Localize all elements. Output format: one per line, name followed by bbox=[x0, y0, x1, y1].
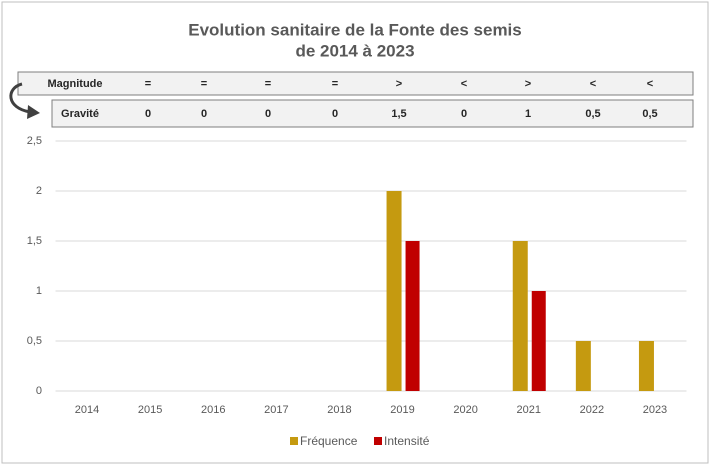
table-cell: 0 bbox=[145, 108, 151, 120]
x-tick-label: 2023 bbox=[643, 404, 667, 416]
table-cell: = bbox=[265, 78, 271, 90]
bar bbox=[405, 241, 420, 391]
y-tick-label: 1,5 bbox=[27, 235, 42, 247]
bar bbox=[575, 341, 591, 391]
x-tick-label: 2019 bbox=[390, 404, 414, 416]
table-cell: < bbox=[647, 78, 653, 90]
y-tick-label: 2 bbox=[36, 185, 42, 197]
table-cell: = bbox=[201, 78, 207, 90]
x-tick-label: 2017 bbox=[264, 404, 288, 416]
bar bbox=[512, 241, 528, 391]
row-label: Gravité bbox=[61, 108, 99, 120]
table-cell: < bbox=[590, 78, 596, 90]
x-tick-label: 2015 bbox=[138, 404, 162, 416]
table-cell: > bbox=[396, 78, 402, 90]
table-cell: = bbox=[332, 78, 338, 90]
x-tick-label: 2021 bbox=[517, 404, 541, 416]
arrow-icon bbox=[9, 82, 31, 114]
table-cell: 0 bbox=[201, 108, 207, 120]
chart-title: Evolution sanitaire de la Fonte des semi… bbox=[188, 20, 521, 39]
y-tick-label: 0 bbox=[36, 385, 42, 397]
y-tick-label: 0,5 bbox=[27, 335, 42, 347]
table-cell: 1 bbox=[525, 108, 531, 120]
x-tick-label: 2016 bbox=[201, 404, 225, 416]
table-cell: 1,5 bbox=[391, 108, 406, 120]
row-label: Magnitude bbox=[48, 78, 103, 90]
table-row-box bbox=[51, 99, 694, 128]
x-tick-label: 2022 bbox=[580, 404, 604, 416]
x-tick-label: 2014 bbox=[75, 404, 99, 416]
bar bbox=[531, 291, 546, 391]
table-cell: 0 bbox=[461, 108, 467, 120]
chart-title: de 2014 à 2023 bbox=[295, 41, 414, 60]
table-cell: < bbox=[461, 78, 467, 90]
arrow-head bbox=[27, 105, 40, 119]
table-cell: 0,5 bbox=[585, 108, 600, 120]
table-row-box bbox=[17, 71, 694, 96]
y-tick-label: 1 bbox=[36, 285, 42, 297]
table-cell: = bbox=[145, 78, 151, 90]
x-tick-label: 2020 bbox=[453, 404, 477, 416]
table-cell: > bbox=[525, 78, 531, 90]
table-cell: 0,5 bbox=[642, 108, 657, 120]
y-tick-label: 2,5 bbox=[27, 135, 42, 147]
table-cell: 0 bbox=[265, 108, 271, 120]
bar bbox=[638, 341, 654, 391]
x-tick-label: 2018 bbox=[327, 404, 351, 416]
legend-label: Fréquence bbox=[300, 434, 358, 448]
table-cell: 0 bbox=[332, 108, 338, 120]
legend-swatch bbox=[374, 437, 382, 445]
legend-swatch bbox=[290, 437, 298, 445]
legend-label: Intensité bbox=[384, 434, 430, 448]
bar bbox=[386, 191, 402, 391]
